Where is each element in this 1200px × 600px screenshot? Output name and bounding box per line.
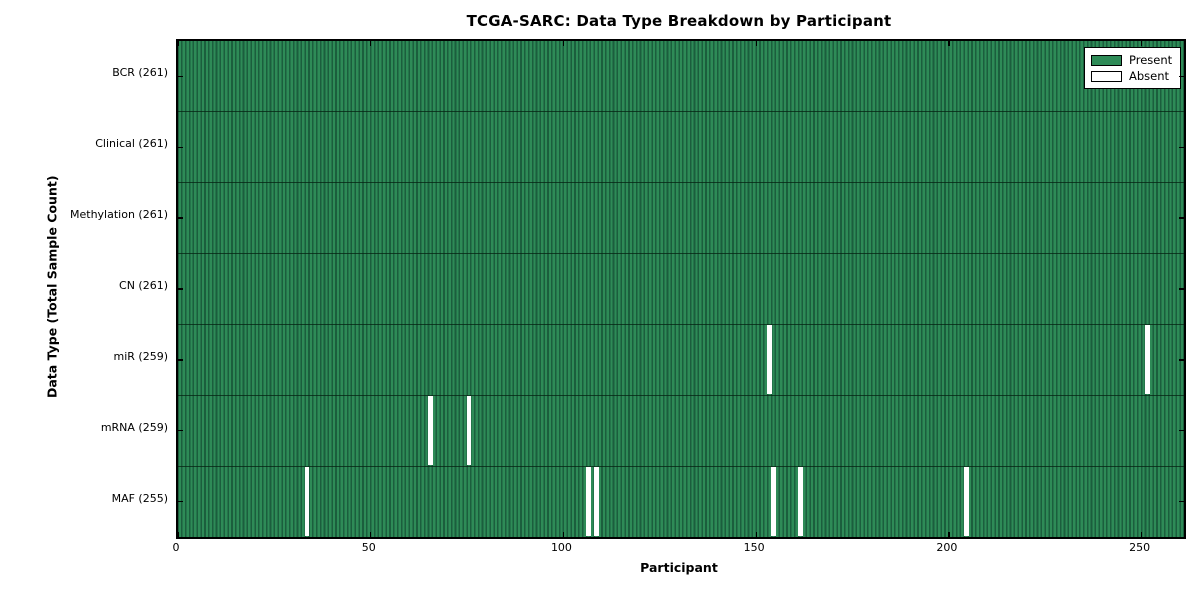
y-tick-label-Clinical: Clinical (261) [95, 137, 168, 151]
legend-present-swatch [1091, 54, 1122, 66]
row-separator [178, 323, 1184, 326]
row-separator [178, 252, 1184, 255]
absent-bar-mRNA-75 [466, 396, 472, 466]
legend-entry-present: Present [1091, 52, 1174, 68]
x-tick-top [755, 41, 757, 46]
x-tick-label-250: 250 [1129, 541, 1151, 554]
x-tick-top [177, 41, 179, 46]
row-separator [178, 111, 1184, 113]
x-tick-bottom [177, 532, 179, 537]
y-tick-right [1179, 288, 1184, 290]
row-separator [178, 182, 1184, 184]
y-tick-right [1179, 500, 1184, 503]
x-tick-top [370, 41, 372, 46]
plot-area: Present Absent [176, 39, 1186, 539]
legend-absent-label: Absent [1129, 69, 1170, 83]
absent-bar-mRNA-65 [428, 396, 433, 466]
absent-bar-miR-153 [767, 325, 772, 395]
row-separator [178, 465, 1184, 467]
y-tick-right [1179, 75, 1184, 78]
x-tick-label-50: 50 [361, 541, 376, 554]
y-tick-label-MAF: MAF (255) [111, 491, 168, 505]
y-tick-label-Methylation: Methylation (261) [70, 208, 168, 222]
row-separator [178, 394, 1184, 396]
absent-bar-MAF-33 [304, 466, 310, 537]
y-tick-label-CN: CN (261) [119, 279, 168, 292]
y-tick-right [1179, 217, 1184, 219]
y-tick-label-BCR: BCR (261) [112, 66, 168, 80]
legend: Present Absent [1084, 47, 1181, 89]
absent-bar-miR-251 [1145, 325, 1150, 395]
chart-title: TCGA-SARC: Data Type Breakdown by Partic… [466, 12, 892, 30]
x-tick-label-0: 0 [172, 541, 180, 554]
legend-entry-absent: Absent [1091, 68, 1174, 84]
y-tick-label-miR: miR (259) [113, 349, 169, 363]
x-tick-label-200: 200 [936, 541, 958, 554]
y-tick-left [178, 75, 183, 78]
x-tick-bottom [755, 532, 757, 537]
x-tick-bottom [562, 532, 565, 537]
absent-bar-MAF-154 [771, 466, 776, 537]
x-tick-label-100: 100 [550, 541, 572, 554]
x-tick-top [948, 41, 950, 46]
x-tick-bottom [1140, 532, 1143, 537]
y-tick-left [178, 146, 183, 148]
y-tick-left [178, 288, 183, 290]
x-tick-bottom [370, 532, 372, 537]
x-axis-label: Participant [640, 560, 718, 575]
y-tick-right [1179, 430, 1184, 432]
absent-bar-MAF-106 [586, 466, 591, 537]
absent-bar-MAF-161 [798, 466, 803, 537]
absent-bar-MAF-108 [593, 466, 599, 537]
x-tick-top [1140, 41, 1143, 46]
absent-bar-MAF-204 [963, 466, 969, 537]
y-tick-right [1179, 359, 1184, 361]
y-tick-left [178, 217, 183, 219]
y-tick-left [178, 500, 183, 503]
legend-present-label: Present [1129, 53, 1173, 67]
x-tick-label-150: 150 [743, 541, 765, 554]
y-tick-left [178, 430, 183, 432]
y-tick-left [178, 359, 183, 361]
y-tick-label-mRNA: mRNA (259) [100, 420, 168, 434]
x-tick-top [562, 41, 565, 46]
y-tick-right [1179, 146, 1184, 148]
x-tick-bottom [948, 532, 950, 537]
legend-absent-swatch [1091, 70, 1122, 82]
